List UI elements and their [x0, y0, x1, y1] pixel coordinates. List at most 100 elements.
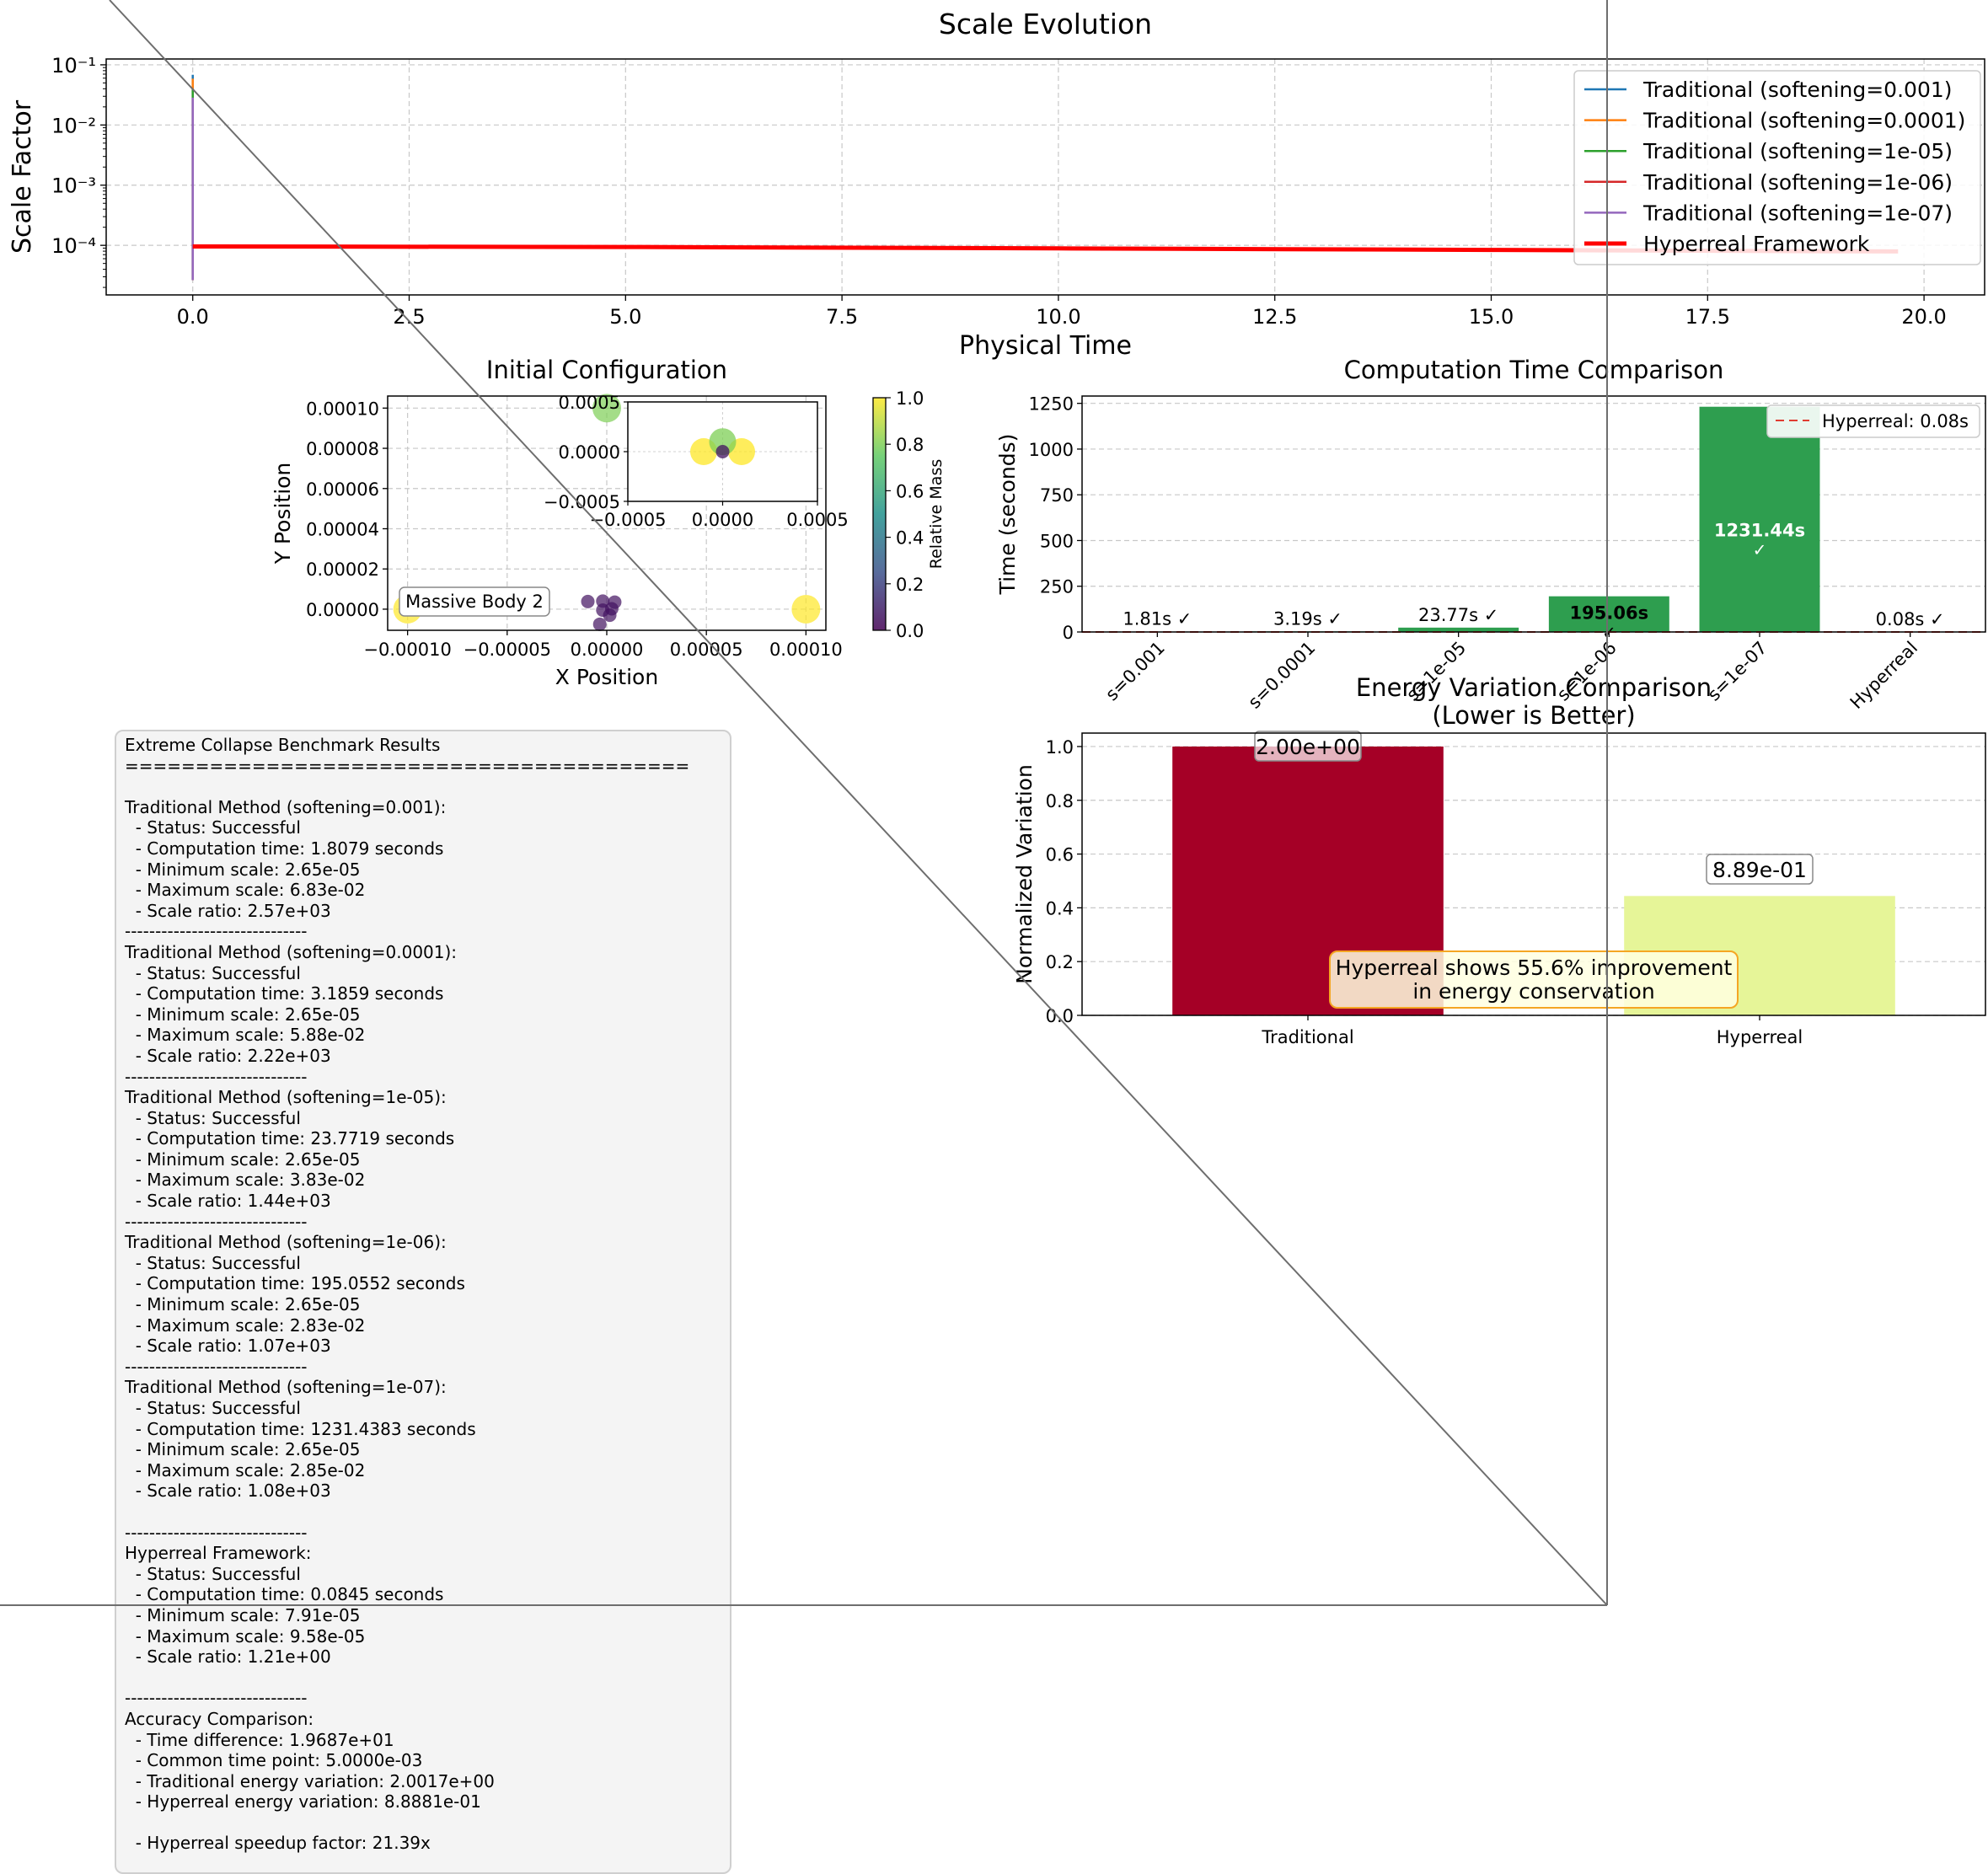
colorbar-tick-label: 0.2: [896, 575, 924, 595]
annotation-line-1: Hyperreal shows 55.6% improvement: [1336, 956, 1733, 980]
legend-entry: Traditional (softening=0.001): [1642, 78, 1953, 102]
y-tick-label: 250: [1040, 577, 1074, 597]
colorbar-tick-label: 0.4: [896, 528, 924, 549]
legend-entry: Hyperreal Framework: [1643, 232, 1870, 256]
x-tick-label: Hyperreal: [1717, 1027, 1803, 1047]
y-axis-label: Y Position: [271, 463, 295, 565]
x-tick-label: 10.0: [1036, 305, 1080, 329]
bar-value-label: 2.00e+00: [1256, 735, 1360, 759]
bar-value-label-box: 2.00e+00: [1255, 731, 1361, 761]
x-tick-label: 0.0: [177, 305, 209, 329]
legend-entry: Traditional (softening=1e-06): [1642, 170, 1953, 195]
bar-value-label: 3.19s ✓: [1273, 608, 1342, 629]
computation-time-chart: Computation Time Comparison 0 250 500 750 100…: [995, 356, 1985, 713]
bar-value-label: 1231.44s: [1714, 520, 1805, 540]
x-tick-label: 7.5: [826, 305, 858, 329]
chart-title: Initial Configuration: [486, 356, 727, 384]
y-tick-label: 1.0: [1046, 737, 1074, 758]
x-tick-label: 5.0: [609, 305, 641, 329]
chart-subtitle: (Lower is Better): [1432, 701, 1635, 730]
y-tick-label: 1250: [1029, 394, 1074, 415]
y-axis-label: Normalized Variation: [1012, 764, 1037, 984]
y-tick-label: 0: [1063, 623, 1074, 643]
y-tick-label: 0.0: [1046, 1006, 1074, 1026]
y-tick-label: 0.00010: [306, 399, 379, 419]
annotation-line-2: in energy conservation: [1412, 979, 1654, 1004]
x-axis-label: Physical Time: [959, 331, 1132, 361]
y-tick-label: 0.4: [1046, 898, 1074, 918]
x-tick-label: −0.00005: [464, 640, 551, 660]
chart-title: Scale Evolution: [939, 8, 1152, 40]
colorbar: 0.0 0.2 0.4 0.6 0.8 1.0 Relative Mass: [873, 388, 946, 641]
x-tick-label: Traditional: [1261, 1027, 1353, 1047]
bar-value-label: 1.81s ✓: [1123, 609, 1192, 629]
y-tick-label: 10⁻⁴: [51, 234, 96, 258]
energy-variation-chart: Energy Variation Comparison(Lower is Bet…: [1012, 673, 1985, 1047]
x-tick-label: 20.0: [1901, 305, 1946, 329]
x-tick-label: s=0.0001: [1244, 638, 1319, 713]
scatter-point-8: [603, 608, 617, 622]
y-tick-label: 10⁻¹: [51, 54, 96, 78]
colorbar-tick-label: 0.0: [896, 621, 924, 641]
y-tick-label: 10⁻²: [51, 114, 96, 137]
x-tick-label: Hyperreal: [1846, 638, 1921, 713]
y-axis-label: Scale Factor: [8, 99, 37, 254]
bar-4: [1700, 407, 1820, 632]
x-tick-label: 0.00010: [769, 640, 843, 660]
chart-title: Computation Time Comparison: [1344, 356, 1724, 384]
y-tick-label: 0.2: [1046, 952, 1074, 972]
x-tick-label: s=1e-07: [1704, 638, 1771, 705]
inset-x-tick-label: 0.0000: [692, 510, 753, 530]
y-tick-label: 0.00006: [306, 479, 379, 500]
chart-title: Energy Variation Comparison: [1356, 673, 1712, 702]
legend-entry: Hyperreal: 0.08s: [1822, 411, 1969, 431]
y-tick-label: 0.8: [1046, 791, 1074, 811]
inset-y-tick-label: −0.0005: [544, 492, 620, 512]
x-tick-label: 0.00000: [571, 640, 644, 660]
x-tick-label: 15.0: [1469, 305, 1514, 329]
scatter-point-9: [593, 618, 607, 631]
x-tick-label: s=0.001: [1101, 638, 1169, 705]
x-tick-label: 12.5: [1252, 305, 1297, 329]
scatter-point-1: [791, 595, 820, 624]
legend: Traditional (softening=0.001) Traditional…: [1574, 71, 1980, 265]
inset-x-tick-label: 0.0005: [786, 510, 848, 530]
annotation-text: Massive Body 2: [405, 592, 544, 612]
annotation: Massive Body 2: [399, 587, 549, 616]
bar-value-label: 8.89e-01: [1712, 858, 1807, 882]
legend: Hyperreal: 0.08s: [1767, 405, 1980, 437]
y-tick-label: 750: [1040, 485, 1074, 506]
bar-value-label: 0.08s ✓: [1876, 609, 1945, 629]
inset-point-3: [716, 445, 730, 458]
y-tick-label: 1000: [1029, 440, 1074, 460]
initial-configuration-chart: Initial Configuration −0.00010 −0.00005 0.0…: [271, 356, 946, 689]
x-tick-label: −0.00010: [363, 640, 451, 660]
y-tick-label: 0.00004: [306, 519, 379, 539]
inset-y-tick-label: 0.0005: [559, 393, 620, 413]
x-tick-label: 0.00005: [670, 640, 743, 660]
bar-value-label: 195.06s: [1570, 603, 1649, 624]
bar-value-label: 23.77s ✓: [1418, 605, 1498, 625]
y-axis-label: Time (seconds): [995, 434, 1020, 596]
legend-entry: Traditional (softening=1e-05): [1642, 139, 1953, 163]
scatter-point-3: [581, 595, 595, 608]
y-tick-label: 10⁻³: [51, 174, 96, 198]
x-tick-label: 17.5: [1685, 305, 1730, 329]
y-tick-label: 0.00008: [306, 439, 379, 459]
y-tick-label: 0.6: [1046, 845, 1074, 865]
colorbar-tick-label: 0.6: [896, 481, 924, 501]
bar-check-label: ✓: [1753, 539, 1767, 560]
x-axis-label: X Position: [555, 665, 658, 689]
colorbar-tick-label: 1.0: [896, 388, 924, 409]
bar-value-label-box: 8.89e-01: [1707, 854, 1813, 884]
colorbar-gradient: [873, 398, 886, 630]
y-tick-label: 500: [1040, 531, 1074, 551]
y-tick-label: 0.00002: [306, 560, 379, 580]
legend-entry: Traditional (softening=0.0001): [1642, 109, 1965, 133]
legend-entry: Traditional (softening=1e-07): [1642, 201, 1953, 225]
colorbar-tick-label: 0.8: [896, 435, 924, 455]
colorbar-label: Relative Mass: [927, 459, 946, 570]
